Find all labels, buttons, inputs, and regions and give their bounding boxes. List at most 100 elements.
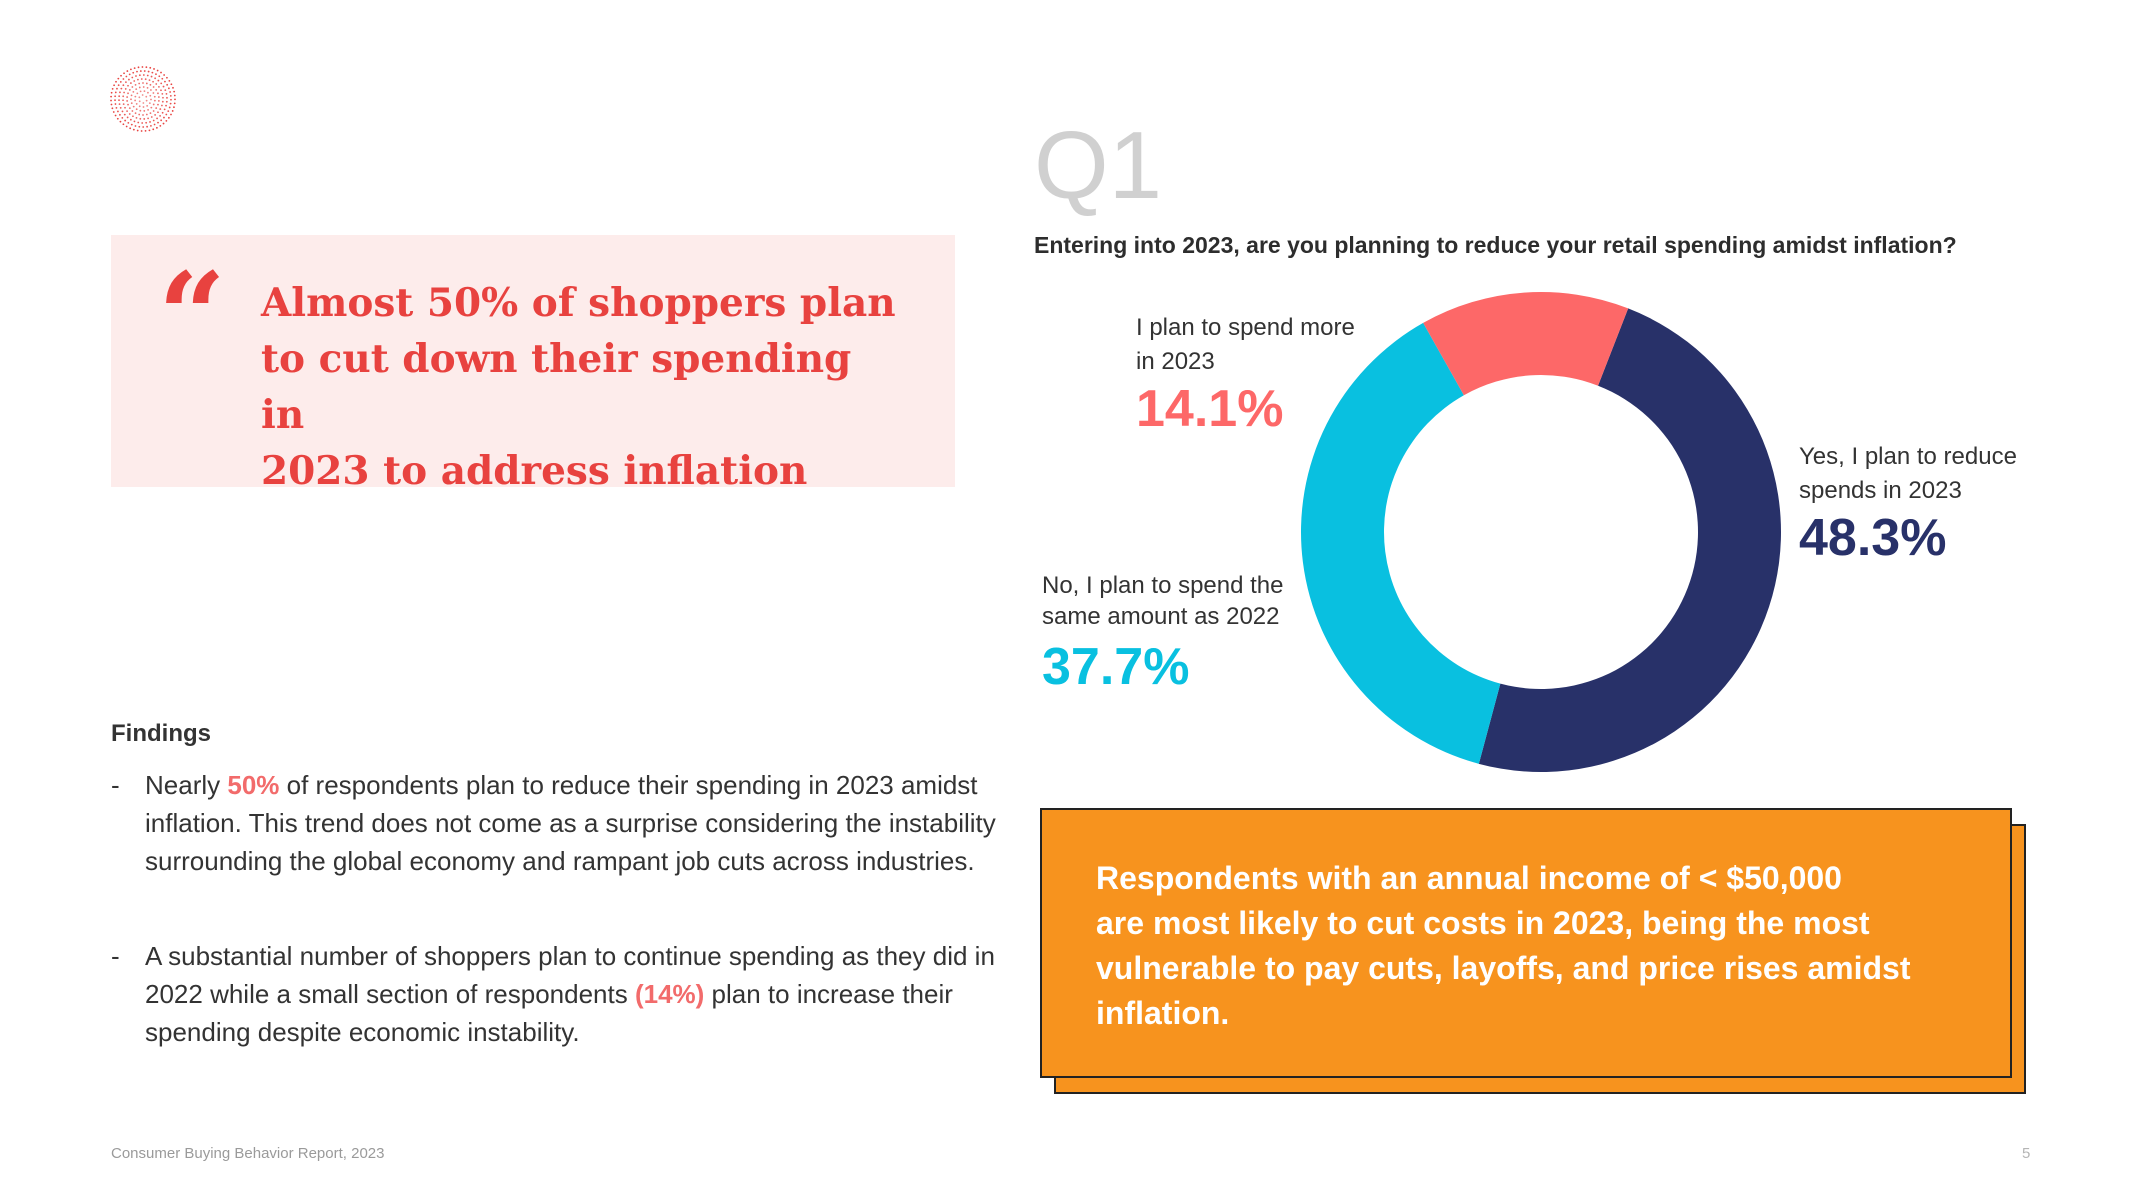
logo-dot [138, 113, 141, 116]
logo-dot [121, 116, 124, 119]
logo-dot [150, 89, 152, 91]
logo-dot [125, 81, 127, 84]
logo-dot [119, 81, 122, 83]
logo-dot [157, 111, 159, 114]
logo-dot [136, 92, 139, 95]
logo-dot [132, 105, 135, 108]
logo-dot [173, 90, 176, 93]
logo-dot [159, 124, 162, 127]
quote-box: “ Almost 50% of shoppers plan to cut dow… [111, 235, 955, 494]
logo-dot [135, 103, 138, 105]
logo-dot [157, 100, 160, 102]
logo-dot [157, 103, 159, 106]
logo-dot [163, 116, 165, 119]
logo-dot [133, 67, 136, 70]
logo-dot [149, 121, 151, 123]
quote-line: Almost 50% of shoppers plan [261, 280, 896, 326]
logo-dot [137, 66, 140, 69]
logo-dot [113, 84, 116, 87]
logo-dot [138, 74, 141, 77]
finding-dash: - [111, 941, 120, 971]
logo-dot [112, 111, 115, 113]
logo-dot [126, 110, 128, 113]
logo-dot [153, 123, 156, 126]
logo-dot [115, 106, 118, 109]
logo-dot [128, 89, 131, 91]
logo-dot [143, 110, 146, 112]
logo-dot [157, 79, 160, 82]
callout-text: Respondents with an annual income of < $… [1096, 856, 1936, 1036]
logo-dot [126, 70, 129, 72]
logo-dot [152, 80, 154, 83]
logo-dot [131, 110, 134, 112]
logo-dot [138, 82, 141, 85]
slice-label-same: No, I plan to spend the same amount as 2… [1042, 570, 1284, 632]
logo-dot [167, 116, 170, 119]
logo-dot [149, 94, 152, 97]
logo-dot [161, 104, 163, 107]
logo-dot [167, 87, 170, 90]
logo-dot [126, 100, 129, 102]
finding-text: Nearly 50% of respondents plan to reduce… [145, 766, 1011, 880]
logo-dot [158, 75, 161, 78]
logo-dot [146, 104, 149, 107]
slice-label-line: same amount as 2022 [1042, 603, 1280, 630]
logo-dot [164, 80, 166, 83]
slice-label-line: spends in 2023 [1799, 477, 1962, 504]
finding-highlight: (14%) [634, 979, 705, 1009]
logo-dot [110, 99, 112, 102]
logo-dot [111, 107, 114, 110]
logo-dot [150, 106, 153, 109]
logo-dot [169, 91, 172, 93]
logo-dot [122, 99, 124, 102]
logo-dot [152, 110, 155, 112]
logo-dot [154, 114, 157, 116]
quote-mark-icon: “ [158, 246, 226, 385]
logo-dot [135, 88, 138, 91]
callout-line: are most likely to cut costs in 2023, be… [1096, 905, 1870, 941]
logo-dot [133, 80, 136, 82]
logo-dot [166, 96, 168, 99]
logo-dot [139, 117, 142, 120]
donut-slice-reduce [1478, 308, 1782, 773]
logo-dot [137, 78, 139, 81]
logo-dot [152, 119, 155, 122]
logo-dot [122, 95, 125, 98]
logo-dot [145, 66, 148, 69]
logo-dot [130, 102, 133, 105]
logo-dot [145, 95, 148, 98]
logo-dot [167, 110, 170, 112]
logo-dot [158, 85, 160, 88]
logo-dot [155, 126, 158, 129]
logo-dot [118, 95, 121, 98]
logo-dot [128, 113, 131, 115]
finding-item: - Nearly 50% of respondents plan to redu… [111, 766, 1011, 880]
logo-dot [148, 102, 151, 105]
logo-dot [151, 71, 154, 74]
finding-text-pre: Nearly [145, 770, 228, 800]
slice-label-reduce: Yes, I plan to reduce spends in 2023 [1799, 440, 2017, 508]
logo-dot [157, 121, 159, 124]
logo-dot [166, 76, 168, 79]
logo-dot [160, 119, 163, 122]
logo-dot [121, 110, 124, 113]
logo-dot [150, 98, 152, 101]
logo-dot [155, 89, 158, 91]
logo-dot [134, 112, 137, 115]
logo-dot [171, 110, 174, 112]
logo-dot [130, 94, 133, 97]
logo-dot [145, 99, 148, 102]
logo-dot [142, 106, 145, 108]
logo-dot [142, 82, 144, 84]
logo-dot [139, 70, 142, 72]
logo-dot [150, 75, 153, 78]
logo-dot [143, 90, 146, 93]
logo-dot [141, 122, 144, 124]
logo-dot [122, 84, 125, 87]
callout-line: inflation. [1096, 995, 1230, 1031]
logo-dot [135, 75, 137, 77]
logo-dot [157, 96, 160, 98]
logo-dot [142, 102, 145, 104]
logo-dot [170, 98, 172, 101]
logo-dot [130, 98, 132, 101]
